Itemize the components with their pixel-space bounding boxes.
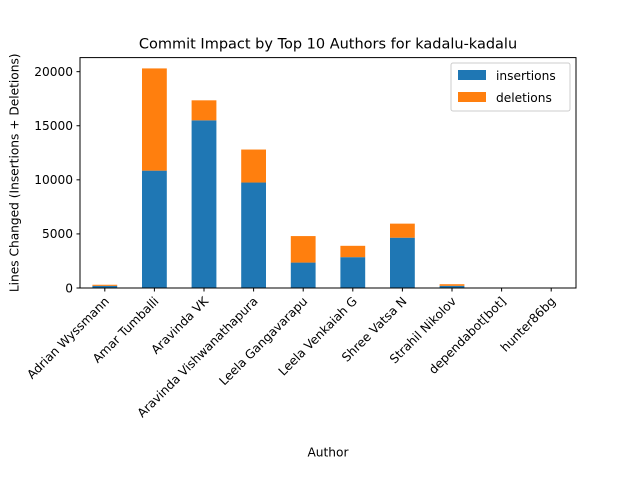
bar-deletions-2 xyxy=(191,100,217,121)
legend-label-insertions: insertions xyxy=(496,69,556,83)
bar-insertions-4 xyxy=(290,262,316,288)
legend: insertions deletions xyxy=(450,62,571,112)
bar-insertions-5 xyxy=(340,257,366,288)
y-tick-label: 20000 xyxy=(34,65,73,79)
bar-deletions-1 xyxy=(142,68,167,171)
bar-insertions-0 xyxy=(92,285,118,288)
y-tick-label: 5000 xyxy=(42,227,73,241)
chart-title: Commit Impact by Top 10 Authors for kada… xyxy=(139,37,517,53)
bar-deletions-7 xyxy=(439,284,465,286)
legend-swatch-deletions xyxy=(458,92,486,102)
bar-deletions-0 xyxy=(92,284,118,286)
y-tick-label: 15000 xyxy=(34,119,73,133)
x-tick-label: Adrian Wyssmann xyxy=(24,294,112,382)
bar-deletions-3 xyxy=(241,149,266,183)
y-axis-label: Lines Changed (Insertions + Deletions) xyxy=(8,53,22,292)
x-tick-label: Leela Gangavarapu xyxy=(216,294,310,388)
plot-frame xyxy=(79,57,577,289)
bar-deletions-5 xyxy=(340,245,366,258)
x-axis-label: Author xyxy=(307,446,349,460)
y-tick-label: 0 xyxy=(65,281,73,295)
y-tick-label: 10000 xyxy=(34,173,73,187)
bar-insertions-7 xyxy=(439,285,465,288)
bar-insertions-1 xyxy=(142,170,167,288)
bar-insertions-2 xyxy=(191,120,217,288)
y-axis: 0 5000 10000 15000 20000 xyxy=(34,65,80,295)
bar-insertions-3 xyxy=(241,182,266,288)
bar-deletions-6 xyxy=(390,223,415,238)
legend-swatch-insertions xyxy=(458,70,486,80)
bar-insertions-6 xyxy=(390,237,415,288)
legend-label-deletions: deletions xyxy=(496,91,552,105)
bars-layer xyxy=(92,68,564,288)
bar-deletions-4 xyxy=(290,236,316,263)
